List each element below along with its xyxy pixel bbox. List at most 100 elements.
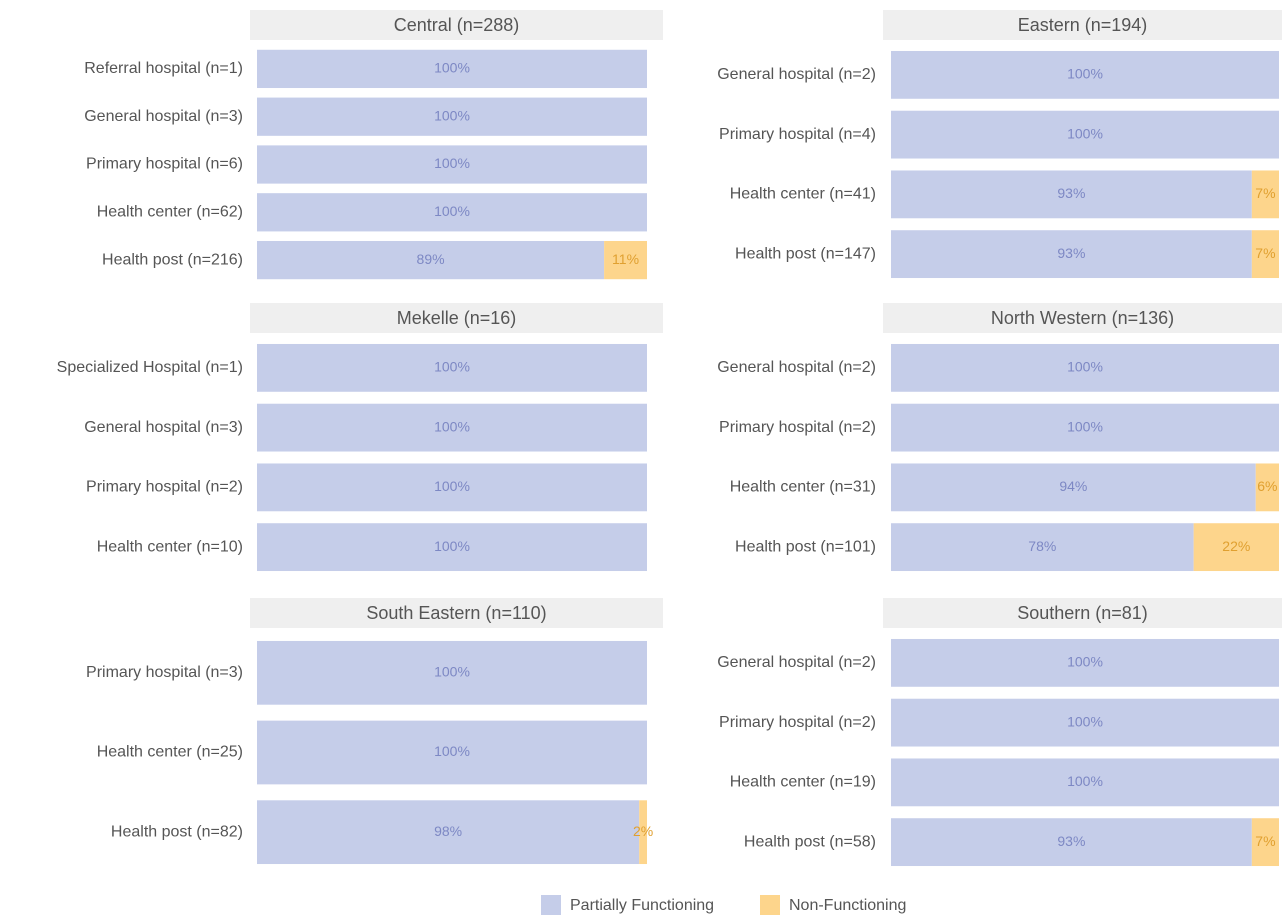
bar-segment [891, 50, 1279, 99]
bar-segment [257, 145, 647, 184]
value-label: 100% [1067, 713, 1103, 729]
panel-title: South Eastern (n=110) [366, 603, 546, 623]
category-label: General hospital (n=2) [717, 66, 876, 83]
value-label: 98% [434, 823, 462, 839]
value-label: 100% [434, 664, 470, 680]
bar-segment [891, 463, 1256, 512]
category-label: Health center (n=19) [730, 774, 876, 791]
category-label: Health post (n=82) [111, 823, 243, 840]
panel-title: Eastern (n=194) [1018, 15, 1148, 35]
value-label: 2% [633, 823, 653, 839]
category-label: Health center (n=41) [730, 186, 876, 203]
category-label: General hospital (n=3) [84, 108, 243, 125]
value-label: 100% [434, 418, 470, 434]
category-label: Primary hospital (n=2) [86, 479, 243, 496]
value-label: 100% [434, 743, 470, 759]
legend-label: Non-Functioning [789, 897, 906, 914]
bar-segment [257, 403, 647, 452]
value-label: 100% [1067, 125, 1103, 141]
value-label: 89% [417, 251, 445, 267]
bar-segment [257, 800, 640, 865]
bar-segment [257, 523, 647, 572]
category-label: Health center (n=31) [730, 479, 876, 496]
bar-segment [257, 49, 647, 89]
value-label: 100% [434, 155, 470, 171]
category-label: Health post (n=101) [735, 538, 876, 555]
bar-segment [891, 818, 1252, 867]
bar-segment [891, 698, 1279, 747]
panel-header [250, 598, 663, 628]
category-label: Health center (n=62) [97, 204, 243, 221]
bar-segment [257, 97, 647, 136]
value-label: 94% [1059, 478, 1087, 494]
bar-segment [639, 800, 647, 865]
category-label: Health center (n=25) [97, 744, 243, 761]
value-label: 100% [434, 478, 470, 494]
bar-segment [257, 640, 647, 705]
panel-title: Southern (n=81) [1017, 603, 1148, 623]
category-label: Referral hospital (n=1) [84, 60, 243, 77]
value-label: 100% [1067, 66, 1103, 82]
value-label: 93% [1057, 833, 1085, 849]
value-label: 100% [434, 107, 470, 123]
value-label: 11% [612, 251, 639, 267]
value-label: 7% [1255, 185, 1275, 201]
bar-segment [891, 230, 1252, 279]
bar-segment [891, 523, 1194, 572]
bar-segment [891, 758, 1279, 807]
bar-segment [1251, 230, 1279, 279]
value-label: 93% [1057, 185, 1085, 201]
bar-segment [1193, 523, 1279, 572]
panel-header [883, 10, 1282, 40]
bar-segment [891, 343, 1279, 392]
value-label: 100% [434, 359, 470, 375]
value-label: 100% [434, 538, 470, 554]
category-label: Primary hospital (n=4) [719, 126, 876, 143]
panel-title: Mekelle (n=16) [397, 308, 517, 328]
category-label: Health post (n=58) [744, 833, 876, 850]
bar-segment [257, 193, 647, 232]
category-label: Primary hospital (n=3) [86, 664, 243, 681]
category-label: Health center (n=10) [97, 538, 243, 555]
value-label: 100% [434, 203, 470, 219]
value-label: 7% [1255, 245, 1275, 261]
category-label: Primary hospital (n=6) [86, 156, 243, 173]
bar-segment [891, 638, 1279, 687]
bar-segment [891, 170, 1252, 219]
category-label: General hospital (n=2) [717, 654, 876, 671]
category-label: Specialized Hospital (n=1) [57, 359, 243, 376]
bar-segment [257, 240, 605, 280]
bar-segment [257, 720, 647, 785]
panel-title: North Western (n=136) [991, 308, 1174, 328]
value-label: 22% [1222, 538, 1250, 554]
value-label: 7% [1255, 833, 1275, 849]
panel-header [250, 10, 663, 40]
value-label: 100% [1067, 359, 1103, 375]
panel-title: Central (n=288) [394, 15, 520, 35]
bar-segment [604, 240, 647, 280]
bar-segment [257, 463, 647, 512]
category-label: General hospital (n=3) [84, 419, 243, 436]
category-label: General hospital (n=2) [717, 359, 876, 376]
legend-swatch [760, 895, 780, 915]
value-label: 78% [1028, 538, 1056, 554]
legend-label: Partially Functioning [570, 897, 714, 914]
bar-segment [1251, 818, 1279, 867]
bar-segment [257, 343, 647, 392]
category-label: Health post (n=216) [102, 251, 243, 268]
bar-segment [891, 403, 1279, 452]
category-label: Primary hospital (n=2) [719, 714, 876, 731]
category-label: Health post (n=147) [735, 245, 876, 262]
panel-header [250, 303, 663, 333]
value-label: 100% [1067, 773, 1103, 789]
bar-segment [1251, 170, 1279, 219]
value-label: 6% [1257, 478, 1277, 494]
value-label: 93% [1057, 245, 1085, 261]
panel-header [883, 598, 1282, 628]
bar-segment [1255, 463, 1279, 512]
value-label: 100% [1067, 418, 1103, 434]
bar-segment [891, 110, 1279, 159]
value-label: 100% [1067, 654, 1103, 670]
category-label: Primary hospital (n=2) [719, 419, 876, 436]
